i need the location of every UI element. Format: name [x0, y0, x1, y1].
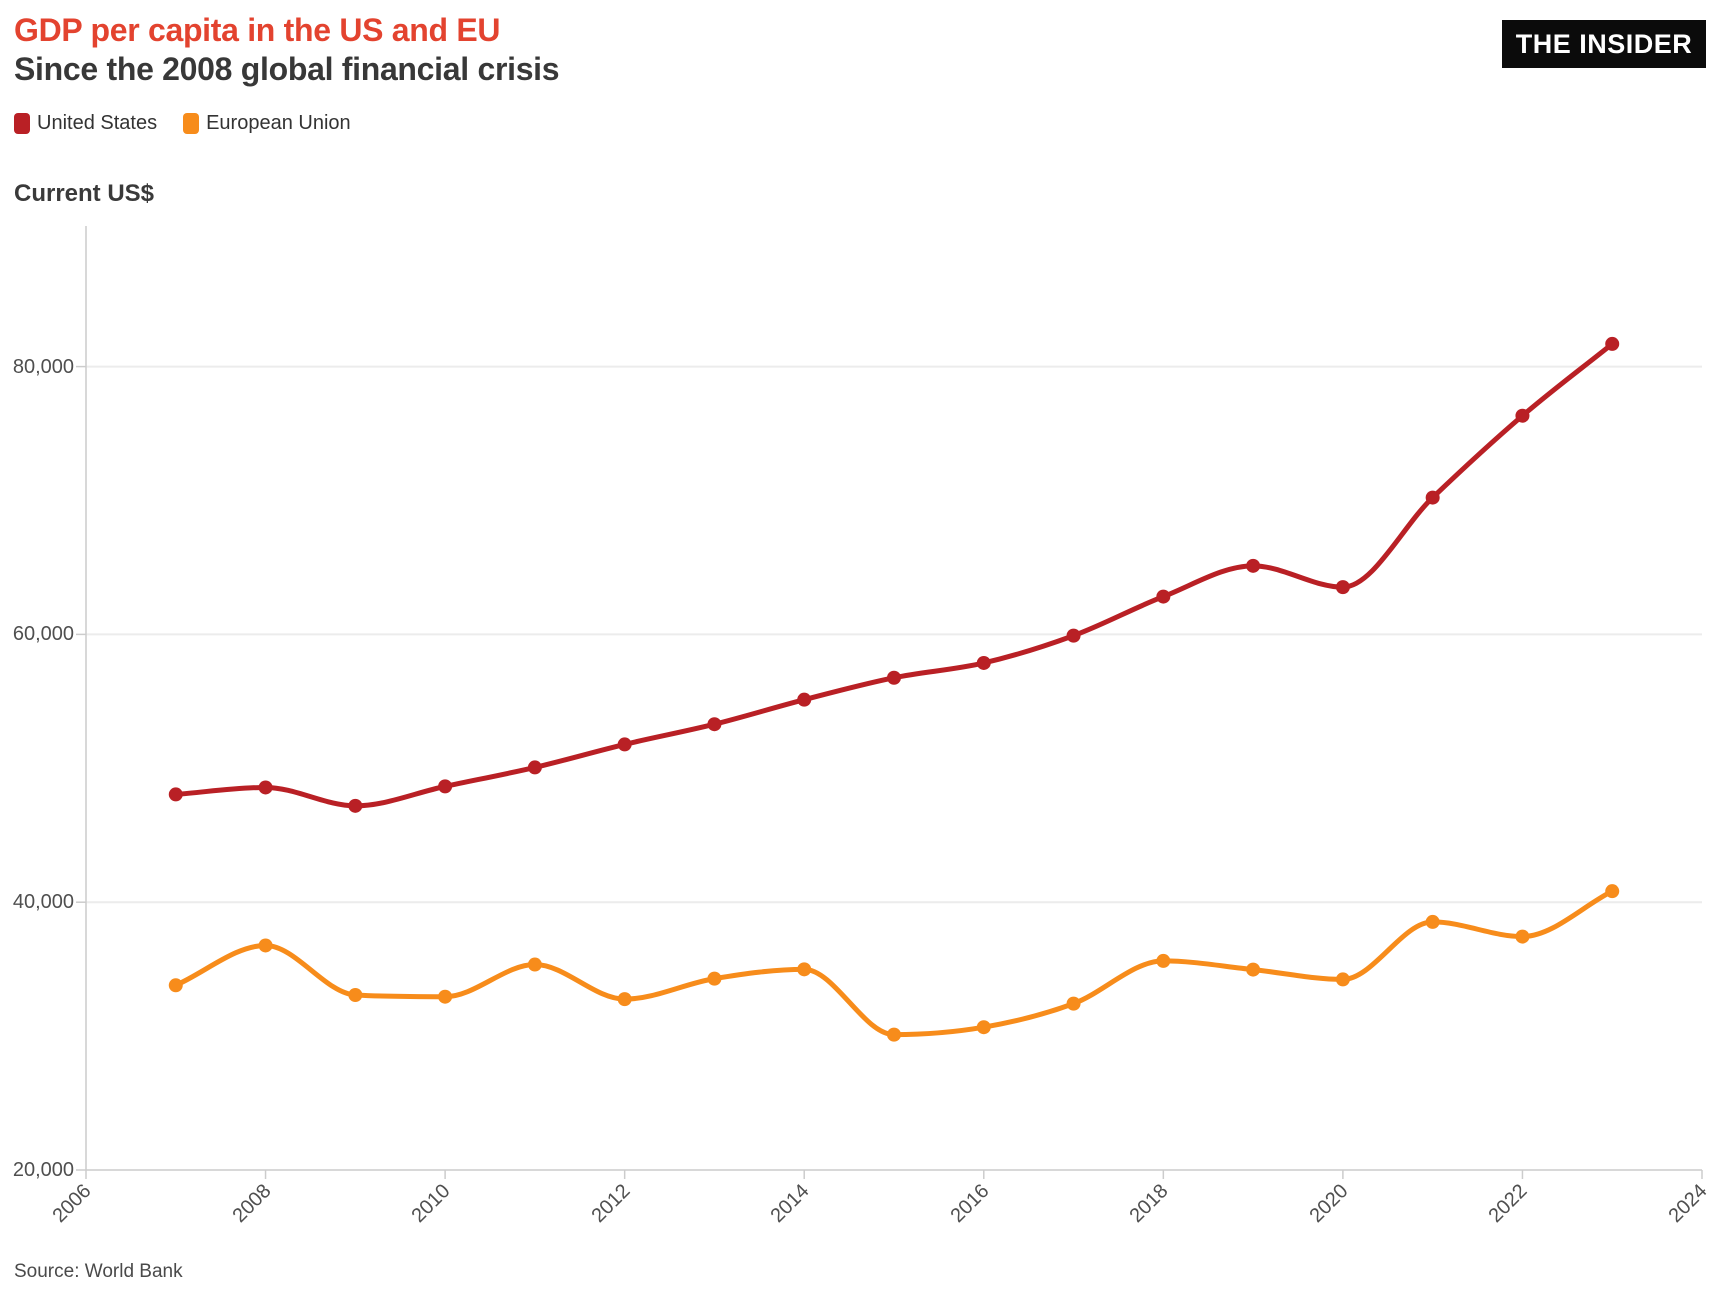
data-point-european-union-2014[interactable] [797, 962, 812, 977]
data-point-european-union-2009[interactable] [348, 988, 363, 1003]
data-point-european-union-2015[interactable] [887, 1027, 901, 1042]
data-point-united-states-2017[interactable] [1066, 628, 1081, 643]
legend: United States European Union [14, 112, 351, 135]
data-point-united-states-2007[interactable] [168, 787, 183, 802]
data-point-united-states-2012[interactable] [617, 737, 632, 752]
data-point-european-union-2018[interactable] [1156, 953, 1171, 968]
data-point-united-states-2011[interactable] [527, 760, 542, 775]
y-axis-unit-label: Current US$ [14, 180, 155, 207]
legend-swatch-european-union [183, 113, 200, 134]
data-point-united-states-2018[interactable] [1156, 589, 1171, 604]
data-point-united-states-2008[interactable] [258, 780, 273, 795]
chart-subtitle: Since the 2008 global financial crisis [14, 51, 560, 87]
brand-logo: THE INSIDER [1502, 20, 1706, 68]
data-point-united-states-2019[interactable] [1246, 558, 1261, 573]
brand-logo-text: THE INSIDER [1515, 28, 1693, 59]
series-line-united-states [173, 341, 1615, 809]
y-axis-label-60000: 60,000 [12, 623, 74, 646]
data-point-united-states-2023[interactable] [1605, 336, 1620, 351]
data-point-european-union-2017[interactable] [1066, 996, 1081, 1011]
data-point-united-states-2021[interactable] [1425, 490, 1440, 505]
data-point-united-states-2014[interactable] [797, 692, 812, 707]
data-point-european-union-2020[interactable] [1335, 972, 1350, 987]
y-axis-label-80000: 80,000 [12, 355, 74, 378]
data-point-european-union-2023[interactable] [1605, 884, 1620, 899]
source-note: Source: World Bank [14, 1261, 183, 1282]
data-point-european-union-2008[interactable] [258, 938, 273, 953]
legend-label-united-states: United States [37, 112, 158, 134]
data-point-european-union-2012[interactable] [617, 992, 632, 1007]
data-point-european-union-2021[interactable] [1425, 914, 1440, 929]
data-point-european-union-2022[interactable] [1515, 929, 1530, 944]
data-point-united-states-2016[interactable] [976, 655, 991, 670]
y-axis-label-40000: 40,000 [12, 891, 74, 914]
data-point-european-union-2010[interactable] [438, 989, 453, 1004]
data-point-united-states-2015[interactable] [887, 670, 901, 685]
data-point-european-union-2011[interactable] [527, 957, 542, 972]
legend-label-european-union: European Union [206, 112, 351, 134]
data-point-united-states-2020[interactable] [1335, 580, 1350, 595]
chart-title: GDP per capita in the US and EU [14, 12, 501, 48]
y-axis-label-20000: 20,000 [12, 1159, 74, 1181]
data-point-european-union-2013[interactable] [707, 971, 722, 986]
series-line-european-union [173, 888, 1615, 1038]
data-point-european-union-2007[interactable] [168, 978, 183, 993]
data-point-european-union-2016[interactable] [976, 1020, 991, 1035]
legend-item-european-union: European Union [183, 112, 351, 135]
legend-item-united-states: United States [14, 112, 157, 135]
legend-swatch-united-states [14, 113, 30, 134]
data-point-european-union-2019[interactable] [1246, 962, 1261, 977]
data-point-united-states-2022[interactable] [1515, 408, 1530, 423]
data-point-united-states-2013[interactable] [707, 717, 722, 732]
data-point-united-states-2009[interactable] [348, 798, 363, 813]
data-point-united-states-2010[interactable] [438, 779, 453, 794]
